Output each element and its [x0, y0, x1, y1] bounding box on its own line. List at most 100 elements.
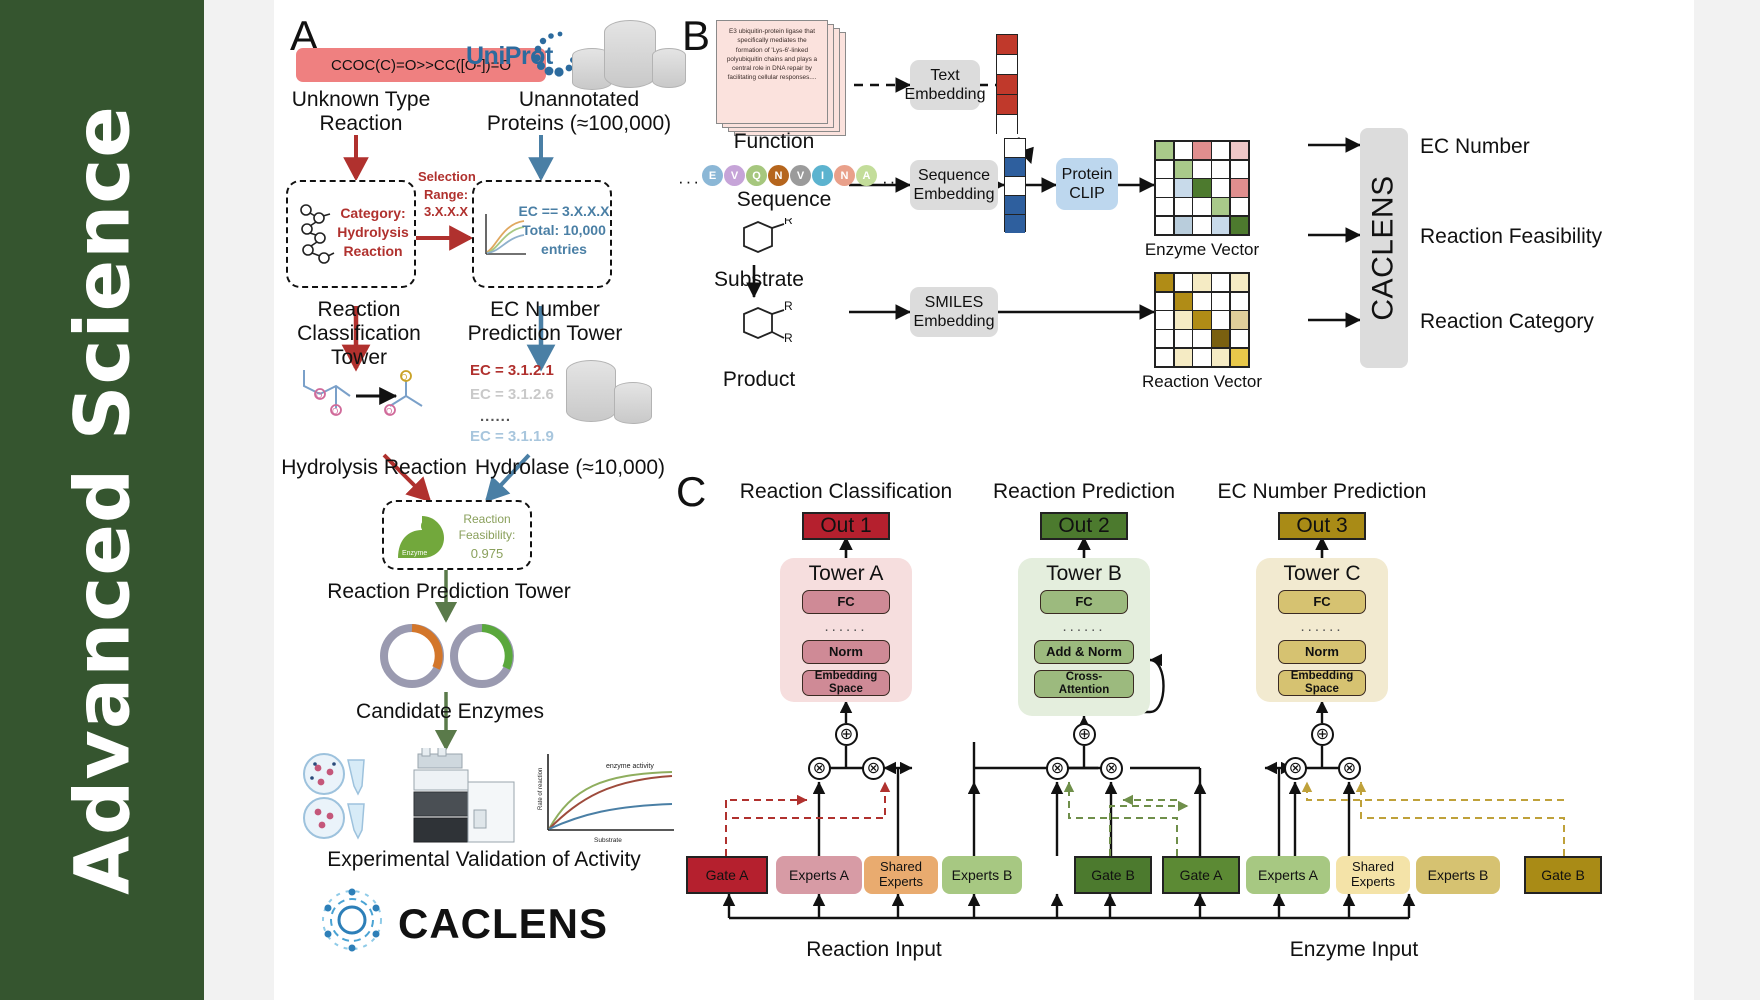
tower-b-layer-cross-attention: Cross- Attention — [1034, 670, 1134, 698]
reaction-shared-experts: Shared Experts — [864, 856, 938, 894]
reaction-feasibility-box: Enzyme Reaction Feasibility: 0.975 — [382, 500, 532, 570]
add-node-c: ⊕ — [1311, 723, 1334, 746]
product-label: Product — [722, 368, 796, 391]
tower-a-layer-embedding: Embedding Space — [802, 670, 890, 696]
enzyme-gate-b: Gate B — [1524, 856, 1602, 894]
ec-list-item-1: EC = 3.1.2.6 — [470, 386, 554, 403]
kinetics-plot-icon: enzyme activity Rate of reaction Substra… — [538, 754, 674, 844]
unknown-reaction-label: Unknown Type Reaction — [291, 88, 431, 136]
mul-node-b2: ⊗ — [1100, 757, 1123, 780]
kinetics-plot-title: enzyme activity — [606, 763, 654, 770]
ec-list-item-0: EC = 3.1.2.1 — [470, 362, 554, 379]
tower-c-title: Tower C — [1283, 562, 1361, 585]
tower-a-layer-fc: FC — [802, 590, 890, 614]
substrate-r-label: R — [784, 218, 793, 227]
tower-a-layer-dots: ...... — [824, 618, 868, 635]
residue-5: I — [812, 165, 833, 186]
tower-b-container: Tower B FC ...... Add & Norm Cross- Atte… — [1018, 558, 1150, 716]
ec-list-item-2: ...... — [480, 408, 512, 425]
reaction-vector-label: Reaction Vector — [1141, 372, 1262, 391]
sequence-label: Sequence — [736, 188, 832, 211]
product-r-label-2: R — [784, 331, 793, 345]
enzyme-input-label: Enzyme Input — [1289, 938, 1419, 961]
svg-text:O: O — [401, 373, 407, 382]
database-cylinder-tiny — [652, 48, 686, 88]
out-2-box: Out 2 — [1040, 512, 1128, 540]
mul-node-c1: ⊗ — [1284, 757, 1307, 780]
tower-b-layer-dots: ...... — [1062, 618, 1106, 635]
tower-c-layer-embedding: Embedding Space — [1278, 670, 1366, 696]
page-gutter — [204, 0, 274, 1000]
enzyme-chip-text: Enzyme — [402, 550, 427, 557]
reaction-prediction-tower-label: Reaction Prediction Tower — [327, 580, 571, 603]
ec-list-item-3: EC = 3.1.1.9 — [470, 428, 554, 445]
smiles-embedding-box: SMILES Embedding — [910, 287, 998, 337]
function-card-text: E3 ubiquitin-protein ligase that specifi… — [716, 20, 828, 124]
feasibility-label: Reaction Feasibility: — [458, 512, 516, 542]
function-label: Function — [733, 130, 815, 153]
hplc-instrument-icon — [413, 748, 515, 843]
reaction-category-box: Category: Hydrolysis Reaction — [286, 180, 416, 288]
product-r-label-1: R — [784, 300, 793, 313]
svg-text:O: O — [332, 407, 338, 416]
unannotated-proteins-label: Unannotated Proteins (≈100,000) — [486, 88, 672, 136]
smiles-chip: CCOC(C)=O>>CC([O-])=O — [296, 48, 546, 82]
selection-range-label: Selection Range: 3.X.X.X — [418, 169, 476, 220]
text-embedding-box: Text Embedding — [905, 60, 985, 110]
tower-c-container: Tower C FC ...... Norm Embedding Space — [1256, 558, 1388, 702]
residue-6: N — [834, 165, 855, 186]
journal-sidebar: Advanced Science — [0, 0, 204, 1000]
substrate-label: Substrate — [714, 268, 804, 291]
figure-canvas: A CCOC(C)=O>>CC([O-])=O Unknown Type Rea… — [274, 0, 1694, 1000]
reaction-gate-b: Gate B — [1074, 856, 1152, 894]
product-molecule-icon: R R — [743, 300, 793, 345]
protein-clip-box: Protein CLIP — [1056, 158, 1118, 210]
hydrolysis-reaction-label: Hydrolysis Reaction — [281, 456, 467, 479]
candidate-enzymes-label: Candidate Enzymes — [356, 700, 544, 723]
svg-text:O: O — [386, 407, 392, 416]
reaction-gate-a: Gate A — [686, 856, 768, 894]
col-title-reaction-classification: Reaction Classification — [739, 480, 953, 503]
col-title-reaction-prediction: Reaction Prediction — [992, 480, 1176, 503]
molecule-icon — [300, 204, 335, 264]
residue-0: E — [702, 165, 723, 186]
output-ec-number: EC Number — [1420, 135, 1530, 158]
output-reaction-category: Reaction Category — [1420, 310, 1594, 333]
add-node-b: ⊕ — [1073, 723, 1096, 746]
mul-node-b1: ⊗ — [1046, 757, 1069, 780]
residue-1: V — [724, 165, 745, 186]
tower-a-title: Tower A — [808, 562, 884, 585]
caclens-logo-icon — [322, 888, 382, 952]
hydrolase-db-large — [566, 360, 616, 422]
residue-4: V — [790, 165, 811, 186]
sequence-feature-vector — [1004, 138, 1026, 233]
caclens-wordmark: CACLENS — [398, 900, 609, 947]
tower-c-layer-norm: Norm — [1278, 640, 1366, 664]
enzyme-experts-b: Experts B — [1416, 856, 1500, 894]
output-reaction-feasibility: Reaction Feasibility — [1420, 225, 1603, 248]
substrate-molecule-icon: R — [743, 218, 793, 253]
residue-3: N — [768, 165, 789, 186]
ec-total-text: EC == 3.X.X.X Total: 10,000 entries — [518, 203, 610, 257]
tower-c-layer-fc: FC — [1278, 590, 1366, 614]
tower-a-container: Tower A FC ...... Norm Embedding Space — [780, 558, 912, 702]
tower-a-layer-norm: Norm — [802, 640, 890, 664]
enzyme-experts-a: Experts A — [1246, 856, 1330, 894]
curve-plot-icon — [485, 214, 526, 255]
experimental-validation-label: Experimental Validation of Activity — [327, 848, 641, 871]
petri-dish-icon — [303, 753, 365, 840]
page-right-margin — [1694, 0, 1760, 1000]
tower-b-title: Tower B — [1046, 562, 1122, 585]
caclens-module-label: CACLENS — [1367, 175, 1400, 321]
out-3-box: Out 3 — [1278, 512, 1366, 540]
sequence-left-ellipsis: ··· — [678, 172, 701, 191]
reaction-input-label: Reaction Input — [806, 938, 942, 961]
enzyme-shared-experts: Shared Experts — [1336, 856, 1410, 894]
col-title-ec-number-prediction: EC Number Prediction — [1217, 480, 1427, 503]
mul-node-a2: ⊗ — [862, 757, 885, 780]
reaction-vector-matrix — [1154, 272, 1250, 368]
feasibility-value: 0.975 — [470, 546, 504, 561]
residue-2: Q — [746, 165, 767, 186]
kinetics-plot-xlabel: Substrate — [594, 837, 622, 844]
hydrolysis-molecule-icon: O O O O — [303, 370, 423, 416]
